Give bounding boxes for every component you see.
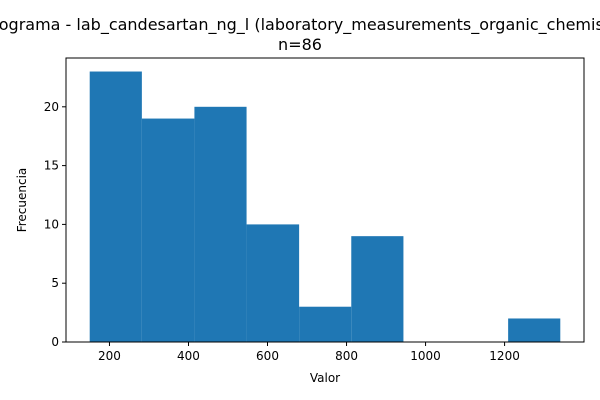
y-tick-label: 5: [51, 276, 59, 290]
histogram-bar-3: [246, 224, 300, 342]
y-tick-label: 20: [44, 100, 59, 114]
histogram-bar-2: [194, 106, 247, 342]
x-tick-label: 200: [98, 349, 121, 363]
plot-frame: [65, 57, 585, 343]
x-tick-label: 1000: [410, 349, 441, 363]
y-axis-ticks: 0 5 10 15 20: [44, 100, 66, 349]
x-tick-label: 400: [177, 349, 200, 363]
histogram-bar-0: [89, 71, 142, 343]
x-axis-ticks: 200 400 600 800 1000 1200: [98, 342, 520, 363]
x-tick-label: 600: [256, 349, 279, 363]
y-tick-label: 15: [44, 159, 59, 173]
y-tick-label: 0: [51, 335, 59, 349]
histogram-bar-8: [508, 318, 561, 342]
x-axis-label: Valor: [310, 371, 340, 385]
histogram-bar-1: [141, 118, 195, 343]
x-tick-label: 1200: [489, 349, 520, 363]
histogram-bar-5: [351, 236, 404, 342]
chart-subtitle: n=86: [278, 35, 322, 54]
histogram-bar-4: [299, 306, 352, 342]
y-axis-label: Frecuencia: [15, 168, 29, 233]
chart-title: Histograma - lab_candesartan_ng_l (labor…: [0, 15, 600, 35]
x-tick-label: 800: [335, 349, 358, 363]
y-tick-label: 10: [44, 217, 59, 231]
bars-group: [89, 71, 561, 343]
